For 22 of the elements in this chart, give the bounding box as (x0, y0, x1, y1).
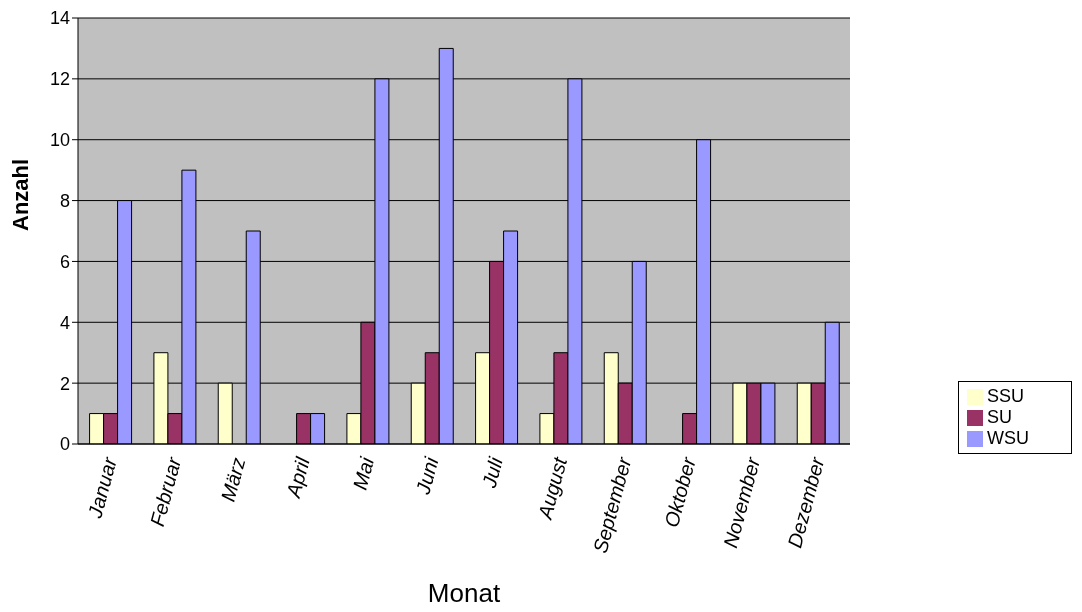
y-axis-title: Anzahl (7, 158, 33, 231)
legend-label: WSU (987, 428, 1029, 448)
x-tick-label: Januar (83, 453, 122, 521)
y-tick-label: 4 (59, 312, 70, 333)
y-tick-label: 2 (59, 373, 70, 394)
x-tick-label: Oktober (660, 453, 701, 530)
y-tick-label: 8 (59, 190, 70, 211)
x-tick-label: Juni (411, 454, 443, 498)
x-tick-label: Februar (145, 453, 186, 529)
legend-label: SSU (987, 386, 1025, 406)
y-tick-label: 12 (49, 69, 70, 90)
x-tick-label: August (533, 453, 572, 522)
x-tick-label: April (281, 454, 314, 501)
x-tick-label: März (216, 455, 250, 504)
y-tick-label: 10 (49, 130, 70, 151)
y-tick-label: 6 (59, 251, 70, 272)
legend-label: SU (987, 407, 1013, 427)
x-axis-title: Monat (427, 578, 501, 608)
y-tick-label: 0 (59, 434, 70, 455)
y-tick-label: 14 (49, 8, 70, 29)
x-tick-label: Mai (348, 454, 379, 492)
x-tick-label: Juli (477, 454, 507, 491)
